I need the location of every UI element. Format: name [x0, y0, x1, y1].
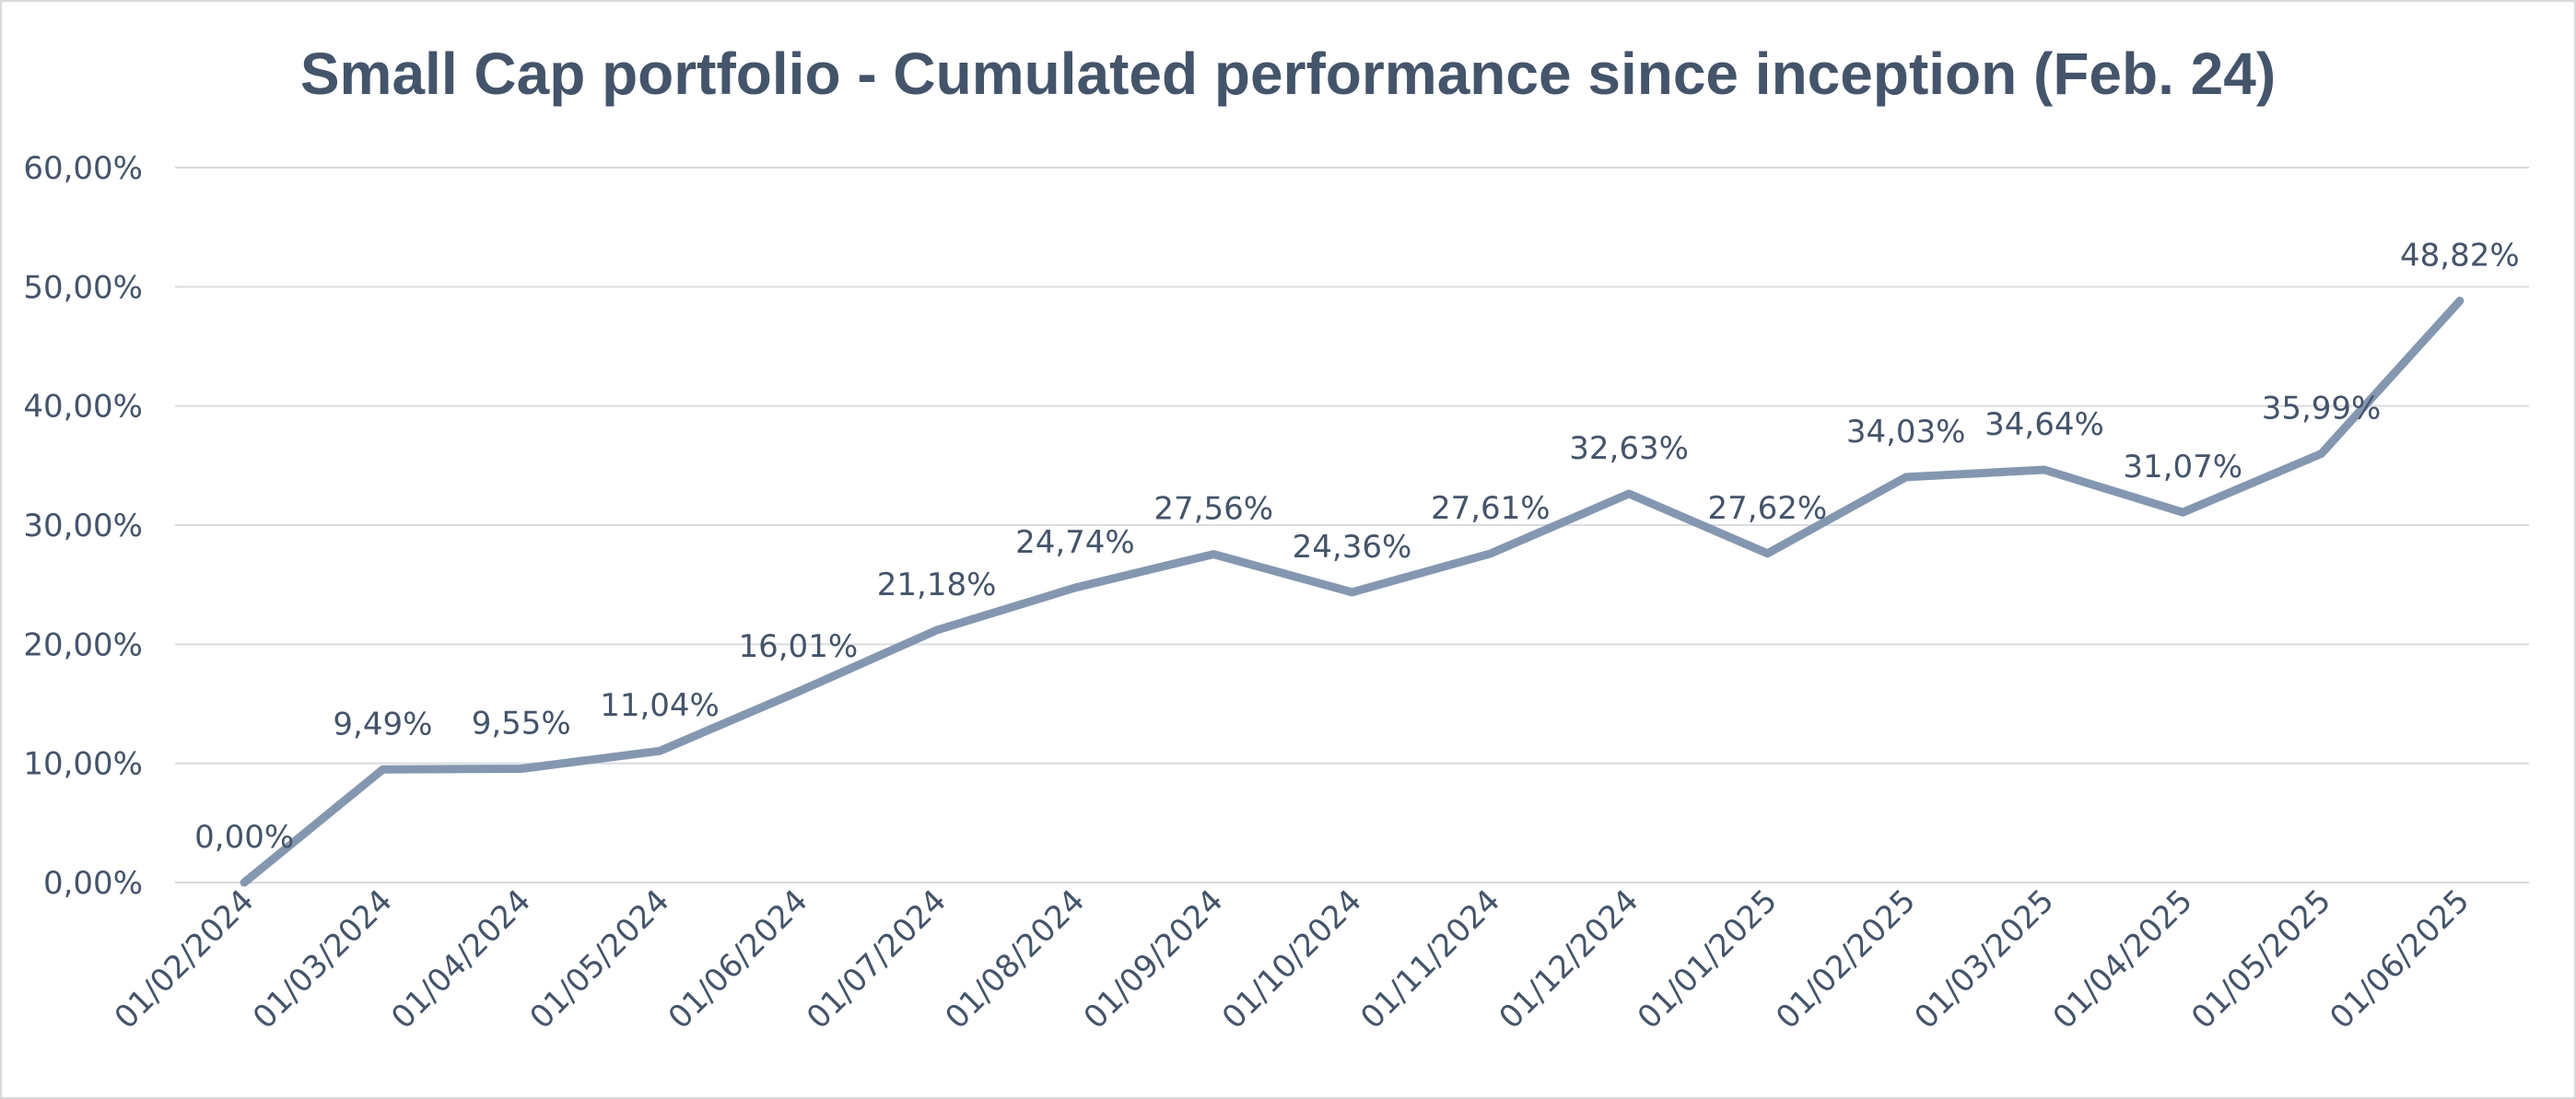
y-tick-label: 20,00%	[23, 626, 143, 663]
data-label: 27,56%	[1153, 491, 1273, 528]
x-tick-label: 01/08/2024	[938, 883, 1092, 1036]
data-label: 34,03%	[1846, 414, 1966, 450]
x-tick-label: 01/11/2024	[1353, 883, 1507, 1036]
data-point	[797, 691, 799, 693]
y-tick-label: 10,00%	[23, 746, 143, 783]
y-tick-label: 30,00%	[23, 508, 143, 544]
data-label: 27,62%	[1708, 490, 1828, 527]
x-tick-label: 01/01/2025	[1631, 883, 1785, 1036]
series-layer	[240, 297, 2465, 887]
x-tick-label: 01/03/2025	[1907, 883, 2061, 1036]
data-label: 35,99%	[2262, 391, 2382, 427]
x-tick-label: 01/12/2024	[1493, 883, 1646, 1036]
data-point	[936, 629, 938, 631]
x-tick-label: 01/07/2024	[800, 883, 954, 1036]
data-point	[1905, 476, 1907, 478]
x-tick-label: 01/06/2024	[662, 883, 815, 1036]
data-label: 31,07%	[2123, 449, 2242, 485]
gridlines	[175, 167, 2529, 883]
data-label: 27,61%	[1431, 490, 1551, 527]
chart-title: Small Cap portfolio - Cumulated performa…	[300, 41, 2276, 107]
data-label: 21,18%	[877, 567, 997, 603]
data-point	[2182, 511, 2184, 513]
data-point	[1628, 493, 1630, 495]
data-label: 9,55%	[472, 705, 571, 742]
x-tick-label: 01/05/2024	[523, 883, 677, 1036]
data-label: 24,36%	[1293, 529, 1412, 566]
data-label: 0,00%	[194, 819, 294, 856]
data-label: 24,74%	[1015, 524, 1135, 561]
data-labels: 0,00% 9,49% 9,55% 11,04% 16,01% 21,18% 24,74% 2…	[194, 238, 2520, 856]
data-label: 11,04%	[600, 687, 720, 724]
x-axis-tick-labels: 01/02/202401/03/202401/04/202401/05/2024…	[108, 883, 2477, 1036]
series-line	[240, 297, 2465, 887]
x-tick-label: 01/10/2024	[1215, 883, 1369, 1036]
y-tick-label: 40,00%	[23, 389, 143, 426]
data-label: 32,63%	[1569, 430, 1689, 467]
y-tick-label: 50,00%	[23, 269, 143, 306]
data-point	[1074, 587, 1076, 589]
y-axis-tick-labels: 0,00% 10,00% 20,00% 30,00% 40,00% 50,00% 60,00…	[23, 150, 143, 902]
data-label: 16,01%	[738, 628, 858, 665]
x-tick-label: 01/05/2025	[2184, 883, 2338, 1036]
data-point	[2043, 469, 2045, 471]
x-tick-label: 01/09/2024	[1077, 883, 1231, 1036]
x-tick-label: 01/02/2025	[1769, 883, 1923, 1036]
x-tick-label: 01/06/2025	[2323, 883, 2476, 1036]
data-point	[1490, 553, 1492, 555]
data-point	[381, 768, 383, 770]
data-point	[2321, 453, 2323, 455]
x-tick-label: 01/04/2025	[2046, 883, 2200, 1036]
x-tick-label: 01/04/2024	[384, 883, 538, 1036]
data-label: 9,49%	[333, 706, 432, 742]
y-tick-label: 60,00%	[23, 150, 143, 187]
data-point	[1766, 553, 1768, 555]
x-tick-label: 01/02/2024	[108, 883, 262, 1036]
y-tick-label: 0,00%	[43, 865, 143, 902]
data-label: 34,64%	[1985, 406, 2104, 443]
x-tick-label: 01/03/2024	[246, 883, 400, 1036]
data-point	[2459, 300, 2461, 302]
data-point	[659, 750, 661, 752]
data-point	[1212, 554, 1214, 555]
data-label: 48,82%	[2400, 238, 2520, 275]
